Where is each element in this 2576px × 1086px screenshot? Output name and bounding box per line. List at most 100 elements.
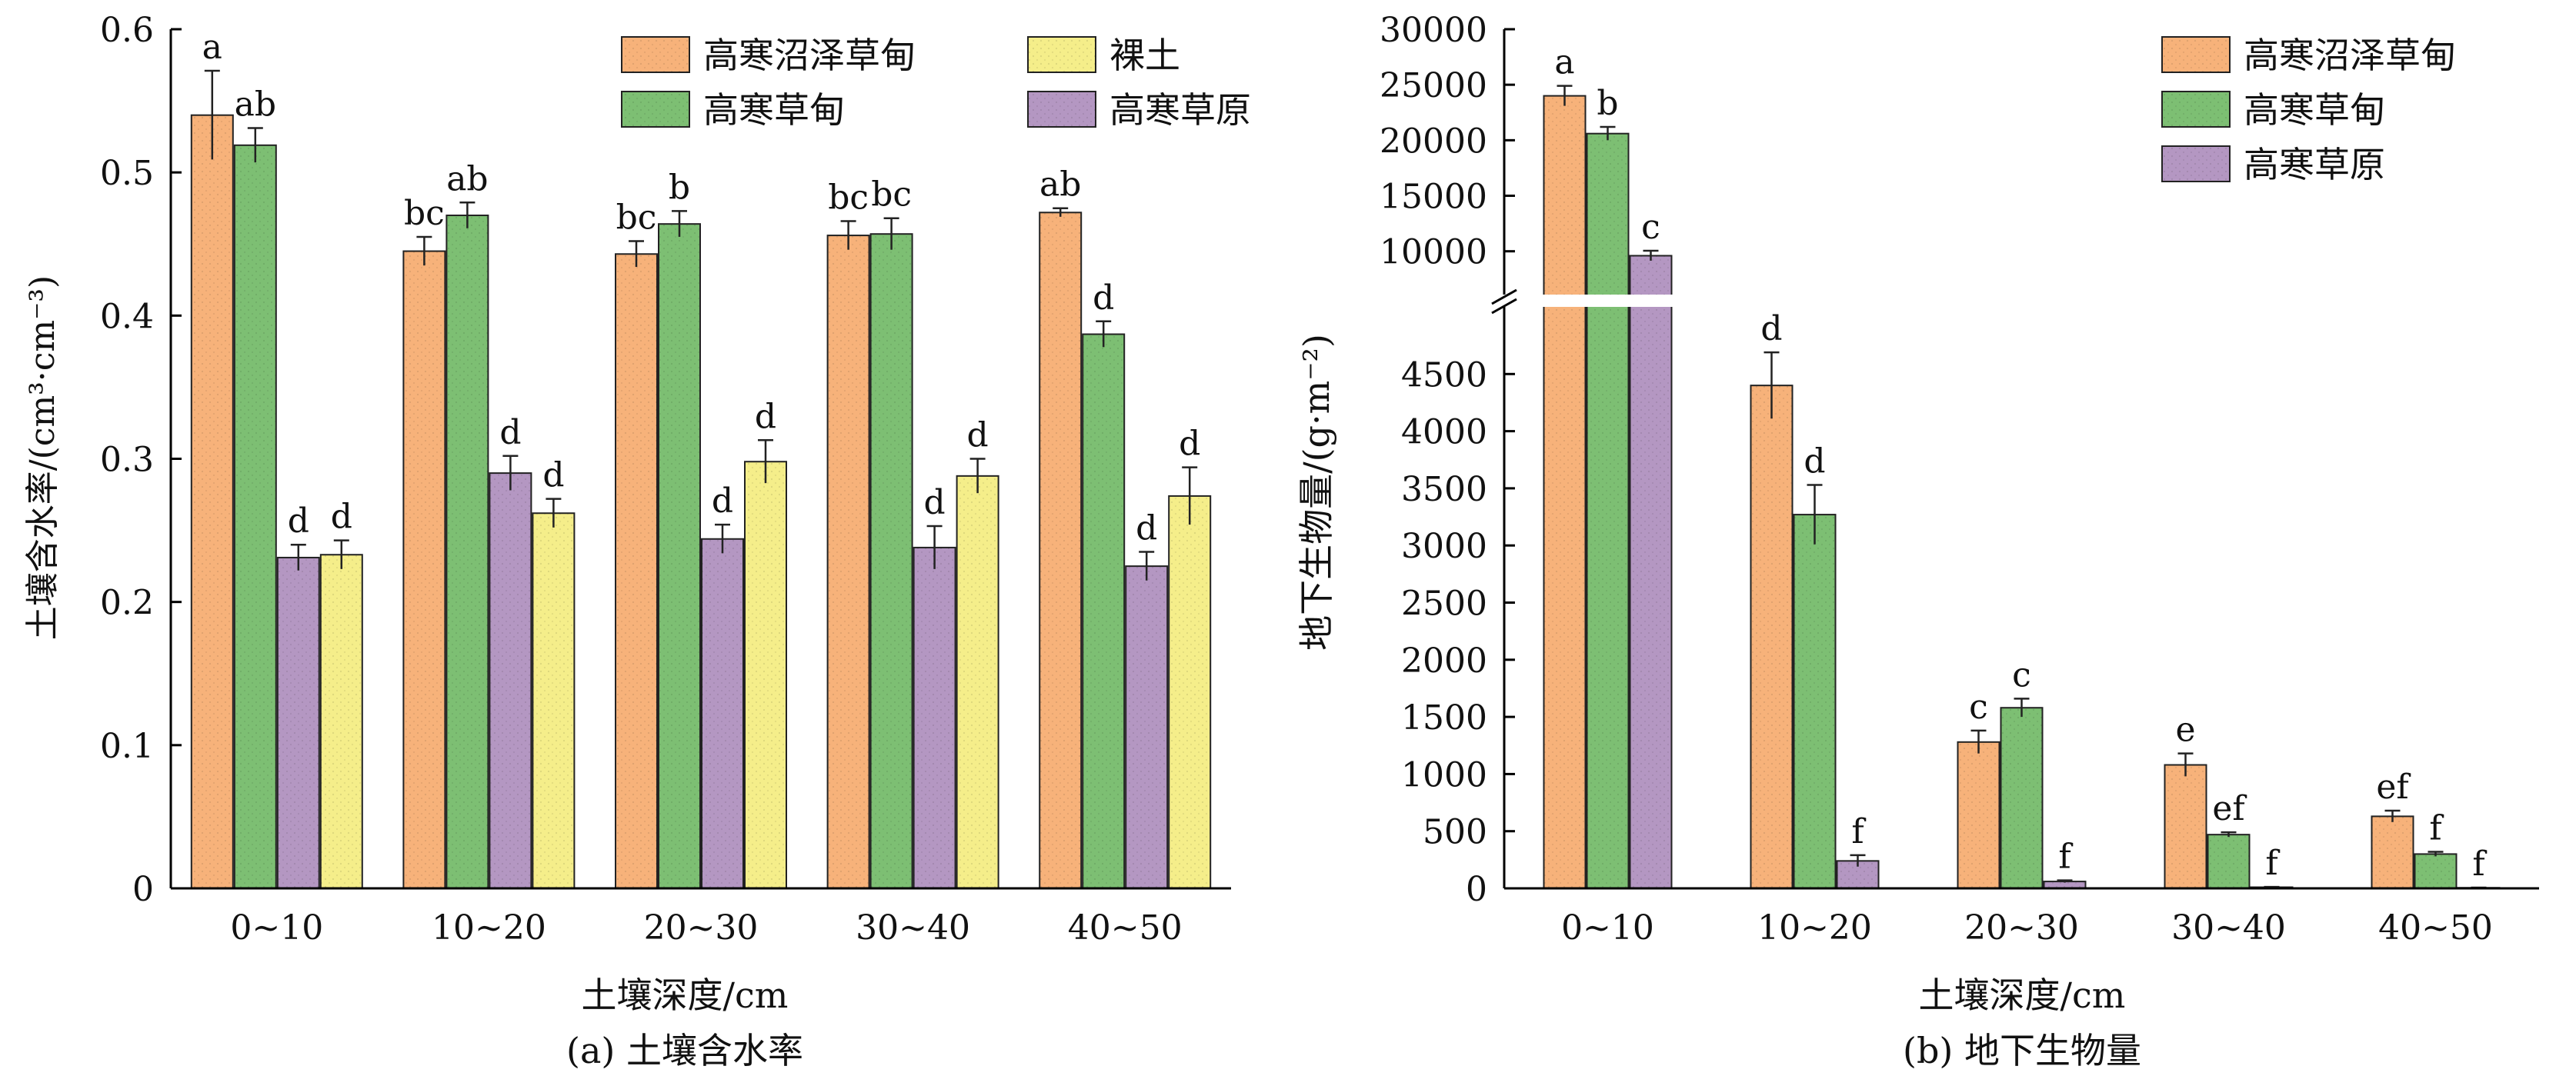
panel-b-y-tick-label: 0 bbox=[1466, 870, 1487, 909]
panel-a-y-tick-label: 0 bbox=[132, 870, 154, 909]
panel-b-legend-swatch-texture bbox=[2162, 146, 2230, 182]
panel-a-significance-letter: bc bbox=[828, 178, 869, 217]
panel-b-caption: (b) 地下生物量 bbox=[1903, 1030, 2141, 1071]
panel-a-significance-letter: d bbox=[542, 456, 564, 495]
panel-b-significance-letter: b bbox=[1597, 84, 1618, 123]
panel-a-significance-letter: ab bbox=[235, 85, 276, 124]
panel-b-y-tick-label: 30000 bbox=[1380, 11, 1487, 50]
panel-b-y-tick-label: 15000 bbox=[1380, 178, 1487, 217]
panel-b-x-tick-label: 0~10 bbox=[1561, 908, 1654, 948]
panel-a-significance-letter: ab bbox=[446, 159, 488, 198]
panel-b-legend-label: 高寒沼泽草甸 bbox=[2244, 35, 2456, 76]
panel-b-y-tick-label: 500 bbox=[1423, 813, 1487, 852]
panel-b-y-tick-label: 2000 bbox=[1401, 641, 1487, 681]
panel-a-significance-letter: d bbox=[755, 397, 776, 436]
panel-a-bar-texture bbox=[913, 547, 956, 888]
panel-a-significance-letter: d bbox=[288, 501, 309, 541]
panel-b-axis-break-gap bbox=[1481, 295, 1711, 307]
panel-b-legend-swatch-texture bbox=[2162, 37, 2230, 72]
panel-b-legend-label: 高寒草原 bbox=[2244, 144, 2385, 185]
panel-a-y-tick-label: 0.2 bbox=[100, 584, 154, 623]
panel-a-bar-texture bbox=[446, 215, 489, 888]
panel-b-bar-texture bbox=[2164, 765, 2207, 888]
panel-b-significance-letter: e bbox=[2175, 711, 2195, 750]
panel-a-axes: 0 0.1 0.2 0.3 0.4 0.5 0.6 0~10 10~20 20~30 30~40 40… bbox=[100, 11, 1231, 948]
panel-b-y-tick-label: 3000 bbox=[1401, 527, 1487, 566]
panel-b-bar-texture bbox=[1587, 133, 1629, 888]
panel-a-y-tick-label: 0.3 bbox=[100, 441, 154, 480]
panel-a-y-tick-label: 0.5 bbox=[100, 154, 154, 193]
panel-b-bar-texture bbox=[2044, 881, 2086, 888]
panel-b-y-axis-label: 地下生物量/(g·m⁻²) bbox=[1296, 334, 1337, 651]
panel-a-x-tick-label: 20~30 bbox=[644, 908, 759, 948]
panel-b-significance-letter: f bbox=[2058, 838, 2073, 877]
panel-a-legend-label: 高寒沼泽草甸 bbox=[703, 35, 916, 76]
panel-b-bar-texture bbox=[1750, 385, 1793, 888]
panel-a-significance-letter: d bbox=[1179, 425, 1200, 464]
panel-a-bar-texture bbox=[702, 538, 743, 888]
panel-a-significance-letter: d bbox=[924, 483, 946, 522]
panel-b-axis-break-mark bbox=[1491, 298, 1517, 315]
panel-a-bar-texture bbox=[659, 224, 700, 889]
panel-b-significance-letter: c bbox=[2012, 655, 2031, 695]
panel-a-x-axis-label: 土壤深度/cm bbox=[582, 974, 789, 1016]
panel-b-y-tick-label: 20000 bbox=[1380, 122, 1487, 161]
panel-b-y-tick-label: 4000 bbox=[1401, 413, 1487, 452]
panel-b-bar-texture bbox=[1630, 255, 1672, 888]
panel-b-significance-letter: c bbox=[1969, 688, 1988, 727]
panel-a-y-tick-label: 0.6 bbox=[100, 11, 154, 50]
panel-a-legend-swatch-texture bbox=[622, 92, 689, 127]
panel-a-bar-texture bbox=[277, 557, 319, 888]
panel-b-significance-letter: ef bbox=[2376, 768, 2411, 807]
panel-a-bar-texture bbox=[234, 145, 276, 889]
panel-a-significance-letter: bc bbox=[616, 198, 657, 238]
panel-b-y-tick-label: 3500 bbox=[1401, 470, 1487, 509]
panel-a-bar-texture bbox=[1039, 212, 1082, 888]
panel-a-significance-letter: ab bbox=[1039, 165, 1081, 205]
panel-b-significance-letter: d bbox=[1804, 441, 1825, 481]
panel-a-x-tick-label: 10~20 bbox=[432, 908, 546, 948]
panel-a-significance-letter: b bbox=[669, 168, 690, 207]
panel-a-caption: (a) 土壤含水率 bbox=[566, 1030, 803, 1071]
panel-b-significance-letter: f bbox=[1851, 812, 1866, 851]
panel-b-x-axis-label: 土壤深度/cm bbox=[1919, 974, 2126, 1016]
panel-a-significance-letter: bc bbox=[404, 194, 445, 233]
panel-a-legend-label: 高寒草甸 bbox=[703, 89, 845, 131]
panel-a-significance-letter: d bbox=[1093, 278, 1114, 318]
panel-b-axes: 0 500 1000 1500 2000 2500 3000 3500 4000 4500 1000… bbox=[1380, 11, 2539, 948]
panel-a-legend-label: 高寒草原 bbox=[1109, 89, 1251, 131]
panel-b-y-tick-label: 1500 bbox=[1401, 698, 1487, 738]
panel-a-y-tick-label: 0.1 bbox=[100, 727, 154, 766]
panel-b-bar-texture bbox=[2207, 834, 2250, 888]
panel-b-legend-swatch-texture bbox=[2162, 92, 2230, 127]
panel-b-significance-letter: a bbox=[1554, 43, 1574, 82]
panel-a-y-axis-label: 土壤含水率/(cm³·cm⁻³) bbox=[23, 275, 62, 640]
panel-b-x-tick-label: 30~40 bbox=[2171, 908, 2286, 948]
panel-b-significance-letter: f bbox=[2265, 844, 2280, 883]
panel-a-bar-texture bbox=[320, 555, 362, 888]
panel-b-bar-texture bbox=[2000, 708, 2043, 888]
panel-a-x-tick-label: 0~10 bbox=[230, 908, 323, 948]
panel-a-bar-texture bbox=[616, 254, 657, 888]
panel-a-legend-label: 裸土 bbox=[1109, 35, 1180, 76]
panel-b-y-tick-label: 2500 bbox=[1401, 585, 1487, 624]
panel-a-bar-texture bbox=[956, 475, 999, 888]
panel-a-y-tick-label: 0.4 bbox=[100, 297, 154, 336]
panel-a-x-tick-label: 40~50 bbox=[1068, 908, 1183, 948]
panel-b-y-tick-label: 1000 bbox=[1401, 755, 1487, 795]
panel-a-significance-letter: bc bbox=[871, 175, 912, 215]
panel-a-significance-letter: d bbox=[331, 498, 352, 537]
panel-a-bar-texture bbox=[827, 235, 869, 889]
panel-a-significance-letter: d bbox=[967, 416, 989, 455]
panel-b-legend-label: 高寒草甸 bbox=[2244, 89, 2385, 131]
panel-a-bar-texture bbox=[1169, 495, 1211, 888]
panel-b-significance-letter: ef bbox=[2212, 789, 2247, 828]
panel-a-bar-texture bbox=[745, 461, 786, 888]
panel-a-legend-swatch-texture bbox=[1028, 37, 1096, 72]
panel-b-axis-break-mark bbox=[1491, 288, 1517, 305]
panel-b-significance-letter: f bbox=[2429, 808, 2444, 848]
